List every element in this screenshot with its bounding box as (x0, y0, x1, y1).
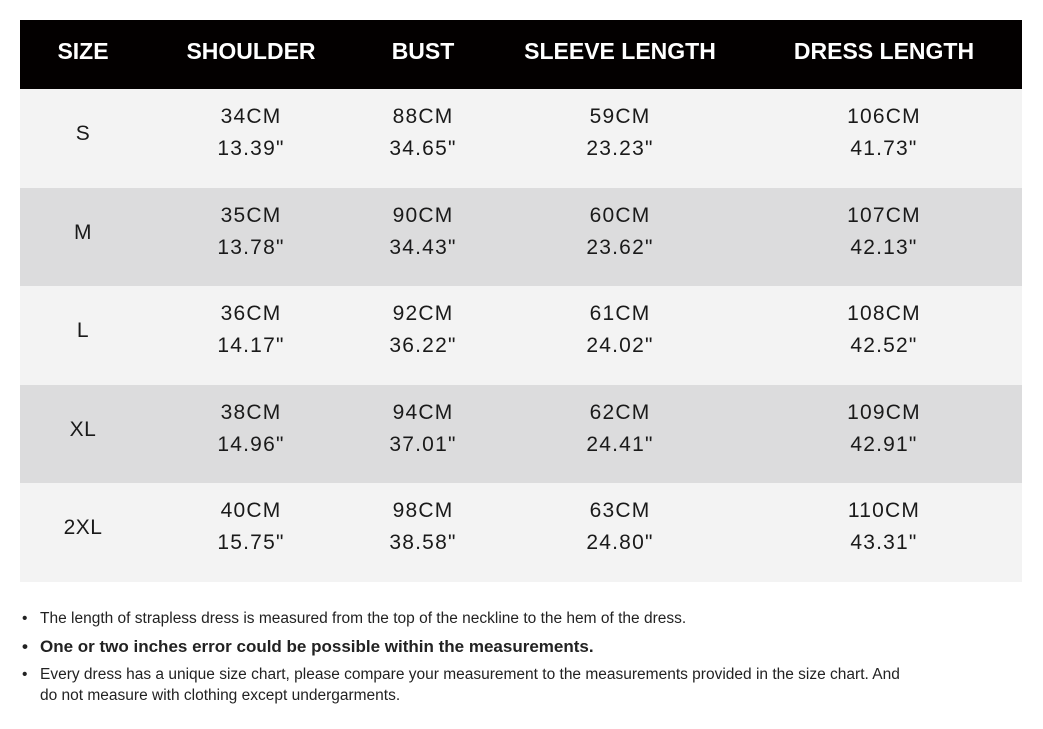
table-row: L 36CM 14.17" 92CM 36.22" 61CM 24.02" 108CM 42.5… (20, 286, 1022, 385)
cm-value: 60CM (589, 203, 651, 227)
size-cell: S (75, 122, 91, 145)
inch-value: 24.41" (586, 432, 654, 456)
measurement-cell: 35CM 13.78" (217, 200, 284, 264)
cm-value: 88CM (392, 105, 454, 128)
measurement-cell: 36CM 14.17" (217, 298, 284, 362)
inch-value: 36.22" (389, 334, 457, 357)
measurement-cell: 107CM 42.13" (847, 200, 921, 264)
cm-value: 61CM (589, 302, 651, 325)
inch-value: 42.52" (850, 334, 918, 357)
table-row: M 35CM 13.78" 90CM 34.43" 60CM 23.62" 107CM 42.1… (20, 187, 1022, 286)
size-cell: XL (69, 417, 97, 441)
inch-value: 23.62" (586, 235, 654, 259)
measurement-cell: 92CM 36.22" (389, 298, 456, 362)
measurement-cell: 63CM 24.80" (586, 495, 653, 559)
cm-value: 108CM (847, 302, 921, 325)
inch-value: 37.01" (389, 432, 457, 456)
measurement-cell: 61CM 24.02" (586, 298, 653, 362)
notes-list: The length of strapless dress is measure… (22, 608, 902, 713)
cm-value: 35CM (220, 203, 282, 227)
inch-value: 43.31" (850, 531, 918, 554)
inch-value: 13.39" (217, 137, 285, 160)
cm-value: 59CM (589, 105, 651, 128)
measurement-cell: 62CM 24.41" (586, 397, 653, 461)
inch-value: 24.80" (586, 531, 654, 554)
measurement-cell: 109CM 42.91" (847, 397, 921, 461)
measurement-cell: 94CM 37.01" (389, 397, 456, 461)
size-cell: 2XL (63, 516, 103, 539)
cm-value: 34CM (220, 105, 282, 128)
measurement-cell: 40CM 15.75" (217, 495, 284, 559)
size-cell: L (76, 319, 90, 342)
size-chart-table: SIZE SHOULDER BUST SLEEVE LENGTH DRESS L… (20, 20, 1022, 582)
size-cell: M (74, 220, 92, 244)
inch-value: 34.65" (389, 137, 457, 160)
table-header: SIZE SHOULDER BUST SLEEVE LENGTH DRESS L… (20, 20, 1022, 89)
header-shoulder: SHOULDER (186, 38, 316, 64)
inch-value: 42.91" (850, 432, 918, 456)
cm-value: 106CM (847, 105, 921, 128)
cm-value: 40CM (220, 499, 282, 522)
header-size: SIZE (57, 38, 109, 64)
inch-value: 14.17" (217, 334, 285, 357)
cm-value: 94CM (392, 400, 454, 424)
inch-value: 38.58" (389, 531, 457, 554)
measurement-cell: 38CM 14.96" (217, 397, 284, 461)
measurement-cell: 110CM 43.31" (848, 495, 920, 559)
cm-value: 110CM (847, 499, 921, 522)
cm-value: 98CM (392, 499, 454, 522)
inch-value: 14.96" (217, 432, 285, 456)
inch-value: 24.02" (586, 334, 654, 357)
cm-value: 62CM (589, 400, 651, 424)
inch-value: 13.78" (217, 235, 285, 259)
cm-value: 90CM (392, 203, 454, 227)
cm-value: 63CM (589, 499, 651, 522)
header-sleeve-length: SLEEVE LENGTH (524, 38, 716, 64)
cm-value: 36CM (220, 302, 282, 325)
measurement-cell: 108CM 42.52" (847, 298, 921, 362)
measurement-cell: 98CM 38.58" (389, 495, 456, 559)
cm-value: 92CM (392, 302, 454, 325)
inch-value: 23.23" (586, 137, 654, 160)
note-item: The length of strapless dress is measure… (22, 608, 902, 629)
measurement-cell: 88CM 34.65" (389, 101, 456, 165)
measurement-cell: 60CM 23.62" (586, 200, 653, 264)
header-bust: BUST (391, 38, 455, 64)
measurement-cell: 106CM 41.73" (847, 101, 921, 165)
header-dress-length: DRESS LENGTH (793, 38, 975, 64)
measurement-cell: 59CM 23.23" (586, 101, 653, 165)
table-row: S 34CM 13.39" 88CM 34.65" 59CM 23.23" 106CM 41.7… (20, 89, 1022, 188)
inch-value: 41.73" (850, 137, 918, 160)
measurement-cell: 34CM 13.39" (217, 101, 284, 165)
inch-value: 34.43" (389, 235, 457, 259)
cm-value: 109CM (847, 400, 921, 424)
cm-value: 107CM (847, 203, 921, 227)
note-item: One or two inches error could be possibl… (22, 636, 902, 657)
table-row: 2XL 40CM 15.75" 98CM 38.58" 63CM 24.80" 110CM 43… (20, 483, 1022, 582)
inch-value: 42.13" (850, 235, 918, 259)
cm-value: 38CM (220, 400, 282, 424)
note-item: Every dress has a unique size chart, ple… (22, 664, 902, 706)
table-row: XL 38CM 14.96" 94CM 37.01" 62CM 24.41" 109CM 42.… (20, 384, 1022, 483)
inch-value: 15.75" (217, 531, 285, 554)
measurement-cell: 90CM 34.43" (389, 200, 456, 264)
